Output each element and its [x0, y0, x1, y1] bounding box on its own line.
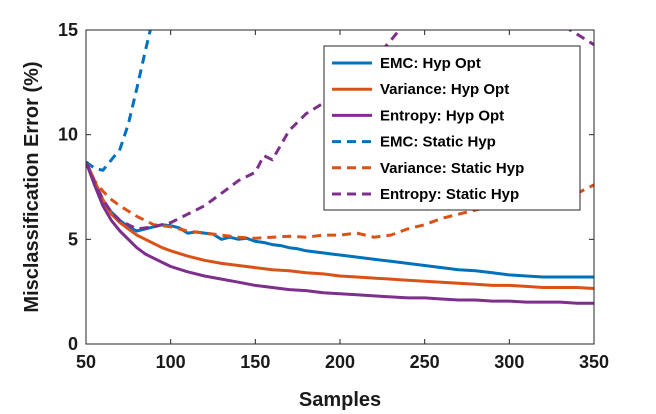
x-tick-label: 50: [76, 352, 96, 372]
legend-label-6: Entropy: Static Hyp: [380, 186, 519, 203]
legend-box: [323, 45, 581, 211]
y-tick-label: 0: [68, 334, 78, 354]
y-tick-label: 15: [58, 20, 78, 40]
series-line-1: [86, 161, 594, 279]
x-tick-label: 250: [410, 352, 440, 372]
x-tick-label: 100: [156, 352, 186, 372]
series-line-4: [86, 30, 152, 172]
legend-label-2: Variance: Hyp Opt: [380, 81, 509, 98]
legend-label-3: Entropy: Hyp Opt: [380, 107, 504, 124]
x-tick-label: 300: [494, 352, 524, 372]
series-line-6: [86, 30, 594, 231]
x-tick-label: 200: [325, 352, 355, 372]
legend: EMC: Hyp Opt Variance: Hyp Opt Entropy: Hy…: [323, 45, 581, 211]
legend-label-5: Variance: Static Hyp: [380, 160, 524, 177]
axes: 50 100 150 200 250 300 350 0 5 10 15: [58, 20, 609, 372]
y-axis-label: Misclassification Error (%): [21, 61, 43, 312]
y-tick-label: 10: [58, 125, 78, 145]
x-axis-label: Samples: [299, 389, 381, 411]
legend-label-4: EMC: Static Hyp: [380, 134, 496, 151]
series-line-3: [86, 161, 594, 305]
series-line-2: [86, 161, 594, 290]
x-tick-label: 150: [240, 352, 270, 372]
series-layer: [86, 30, 594, 305]
x-tick-label: 350: [579, 352, 609, 372]
y-tick-label: 5: [68, 229, 78, 249]
legend-label-1: EMC: Hyp Opt: [380, 55, 481, 72]
